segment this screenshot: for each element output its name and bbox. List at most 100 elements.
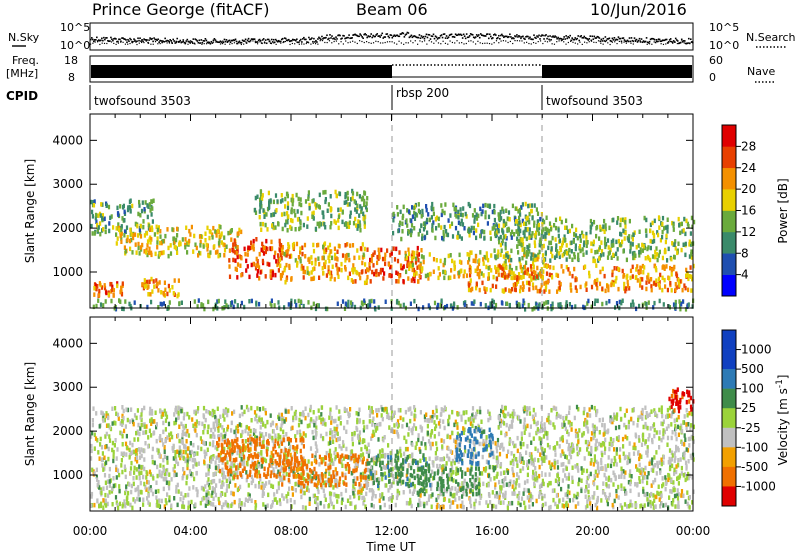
heatmap-cell bbox=[270, 212, 273, 218]
noise-sky-point bbox=[449, 33, 452, 36]
heatmap-cell bbox=[539, 216, 542, 222]
heatmap-cell bbox=[594, 298, 597, 303]
heatmap-cell bbox=[434, 217, 437, 222]
heatmap-cell bbox=[526, 227, 529, 232]
heatmap-cell bbox=[638, 462, 641, 468]
heatmap-cell bbox=[641, 248, 644, 253]
noise-sky-point bbox=[394, 35, 397, 38]
noise-search-point bbox=[444, 42, 447, 44]
noise-sky-point bbox=[254, 41, 257, 44]
noise-sky-point bbox=[194, 38, 197, 40]
heatmap-cell bbox=[530, 252, 533, 257]
heatmap-cell bbox=[582, 234, 585, 239]
heatmap-cell bbox=[684, 499, 687, 504]
heatmap-cell bbox=[246, 461, 249, 467]
heatmap-cell bbox=[542, 258, 546, 263]
heatmap-cell bbox=[350, 197, 353, 202]
heatmap-cell bbox=[340, 261, 343, 267]
heatmap-cell bbox=[353, 255, 356, 261]
heatmap-cell bbox=[652, 464, 655, 469]
heatmap-cell bbox=[615, 451, 618, 456]
noise-sky-point bbox=[435, 36, 438, 38]
heatmap-cell bbox=[223, 248, 227, 253]
heatmap-cell bbox=[622, 249, 625, 254]
noise-sky-point bbox=[609, 39, 612, 42]
heatmap-cell bbox=[589, 218, 592, 224]
heatmap-cell bbox=[288, 244, 291, 249]
heatmap-cell bbox=[624, 220, 627, 225]
heatmap-cell bbox=[623, 422, 626, 428]
heatmap-cell bbox=[393, 410, 396, 415]
heatmap-cell bbox=[553, 465, 556, 470]
heatmap-cell bbox=[478, 258, 481, 263]
heatmap-cell bbox=[285, 457, 288, 462]
heatmap-cell bbox=[440, 465, 443, 470]
heatmap-cell bbox=[202, 244, 205, 249]
heatmap-cell bbox=[350, 278, 353, 283]
heatmap-cell bbox=[290, 207, 293, 212]
heatmap-cell bbox=[114, 306, 118, 312]
heatmap-cell bbox=[245, 424, 248, 430]
heatmap-cell bbox=[172, 467, 175, 472]
heatmap-cell bbox=[180, 300, 183, 305]
noise-sky-point bbox=[536, 35, 538, 37]
heatmap-cell bbox=[337, 218, 340, 223]
heatmap-cell bbox=[207, 410, 210, 415]
noise-sky-point bbox=[585, 37, 588, 40]
noise-sky-point bbox=[578, 39, 581, 42]
noise-sky-point bbox=[96, 36, 98, 39]
heatmap-cell bbox=[690, 252, 693, 257]
heatmap-cell bbox=[312, 301, 315, 307]
heatmap-cell bbox=[335, 262, 338, 268]
noise-sky-point bbox=[186, 38, 189, 41]
heatmap-cell bbox=[679, 457, 682, 462]
noise-sky-point bbox=[358, 35, 360, 38]
heatmap-cell bbox=[494, 228, 497, 233]
noise-sky-point bbox=[263, 42, 266, 44]
heatmap-cell bbox=[302, 490, 305, 496]
heatmap-cell bbox=[602, 224, 605, 229]
heatmap-cell bbox=[334, 189, 337, 195]
noise-sky-point bbox=[688, 42, 691, 45]
heatmap-cell bbox=[225, 488, 228, 493]
heatmap-cell bbox=[494, 265, 497, 270]
heatmap-cell bbox=[635, 306, 638, 312]
heatmap-cell bbox=[616, 256, 619, 261]
heatmap-cell bbox=[469, 269, 472, 275]
heatmap-cell bbox=[413, 272, 416, 278]
heatmap-cell bbox=[126, 417, 129, 423]
heatmap-cell bbox=[460, 414, 463, 420]
heatmap-cell bbox=[445, 461, 448, 466]
heatmap-cell bbox=[430, 215, 433, 220]
noise-search-point bbox=[549, 40, 551, 42]
heatmap-cell bbox=[358, 255, 361, 260]
heatmap-cell bbox=[151, 206, 154, 211]
heatmap-cell bbox=[666, 413, 669, 418]
heatmap-cell bbox=[259, 221, 262, 227]
heatmap-cell bbox=[277, 300, 280, 305]
noise-sky-point bbox=[589, 35, 592, 37]
heatmap-cell bbox=[487, 257, 490, 263]
heatmap-cell bbox=[358, 407, 361, 412]
noise-sky-point bbox=[626, 39, 629, 42]
heatmap-cell bbox=[581, 432, 584, 438]
heatmap-cell bbox=[586, 447, 589, 452]
heatmap-cell bbox=[526, 215, 529, 221]
heatmap-cell bbox=[427, 212, 430, 217]
heatmap-cell bbox=[173, 244, 176, 250]
heatmap-cell bbox=[516, 448, 519, 454]
noise-search-point bbox=[672, 42, 674, 44]
noise-sky-point bbox=[213, 38, 216, 40]
noise-sky-point bbox=[141, 38, 143, 41]
noise-search-point bbox=[690, 41, 692, 43]
heatmap-cell bbox=[395, 246, 398, 252]
heatmap-cell bbox=[428, 252, 431, 257]
noise-sky-point bbox=[480, 34, 483, 36]
noise-search-point bbox=[400, 42, 402, 44]
heatmap-cell bbox=[638, 479, 641, 484]
heatmap-cell bbox=[499, 471, 503, 476]
noise-sky-point bbox=[216, 41, 219, 43]
heatmap-cell bbox=[654, 266, 657, 271]
heatmap-cell bbox=[143, 249, 146, 254]
heatmap-cell bbox=[512, 409, 515, 414]
